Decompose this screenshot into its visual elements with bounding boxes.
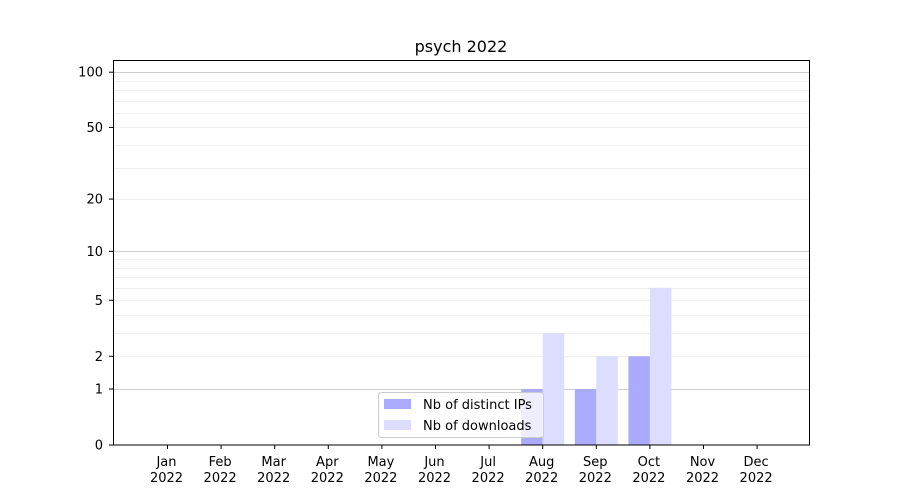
y-tick-label: 100 xyxy=(78,66,103,81)
bar-downloads xyxy=(542,333,565,445)
y-tick-label: 1 xyxy=(95,383,103,398)
bars xyxy=(521,287,672,445)
chart-title: psych 2022 xyxy=(415,37,508,56)
x-tick-label: Feb 2022 xyxy=(204,455,237,486)
x-tick-label: Jun 2022 xyxy=(418,455,451,486)
bar-distinct-ips xyxy=(574,389,597,445)
bar-downloads xyxy=(649,287,672,445)
x-tick-label: Dec 2022 xyxy=(740,455,773,486)
x-tick-label: Sep 2022 xyxy=(579,455,612,486)
legend-swatch-ips xyxy=(384,399,411,409)
legend-label-downloads: Nb of downloads xyxy=(423,419,532,434)
plot-frame xyxy=(113,60,810,446)
y-tick-label: 5 xyxy=(95,294,103,309)
y-tick-label: 2 xyxy=(95,350,103,365)
x-tick-label: May 2022 xyxy=(364,455,397,486)
legend-swatch-downloads xyxy=(384,420,411,430)
x-tick-label: Apr 2022 xyxy=(311,455,344,486)
bar-downloads xyxy=(596,356,618,445)
x-tick-label: Nov 2022 xyxy=(686,455,719,486)
legend-box xyxy=(378,392,544,438)
legend-label-ips: Nb of distinct IPs xyxy=(423,398,532,413)
y-tick-label: 50 xyxy=(86,121,103,136)
y-axis: 0 1 2 5 10 20 50 100 xyxy=(78,66,113,454)
x-tick-label: Oct 2022 xyxy=(632,455,665,486)
x-axis: Jan 2022 Feb 2022 Mar 2022 Apr 2022 May 2022 Jun 20… xyxy=(150,445,773,486)
x-tick-label: Mar 2022 xyxy=(257,455,290,486)
y-tick-label: 20 xyxy=(86,193,103,208)
x-tick-label: Jan 2022 xyxy=(150,455,183,486)
gridlines xyxy=(114,72,809,390)
x-tick-label: Aug 2022 xyxy=(525,455,558,486)
legend: Nb of distinct IPs Nb of downloads xyxy=(378,392,544,438)
x-tick-label: Jul 2022 xyxy=(472,455,505,486)
y-tick-label: 10 xyxy=(86,245,103,260)
bar-distinct-ips xyxy=(628,356,650,445)
y-tick-label: 0 xyxy=(95,439,103,454)
